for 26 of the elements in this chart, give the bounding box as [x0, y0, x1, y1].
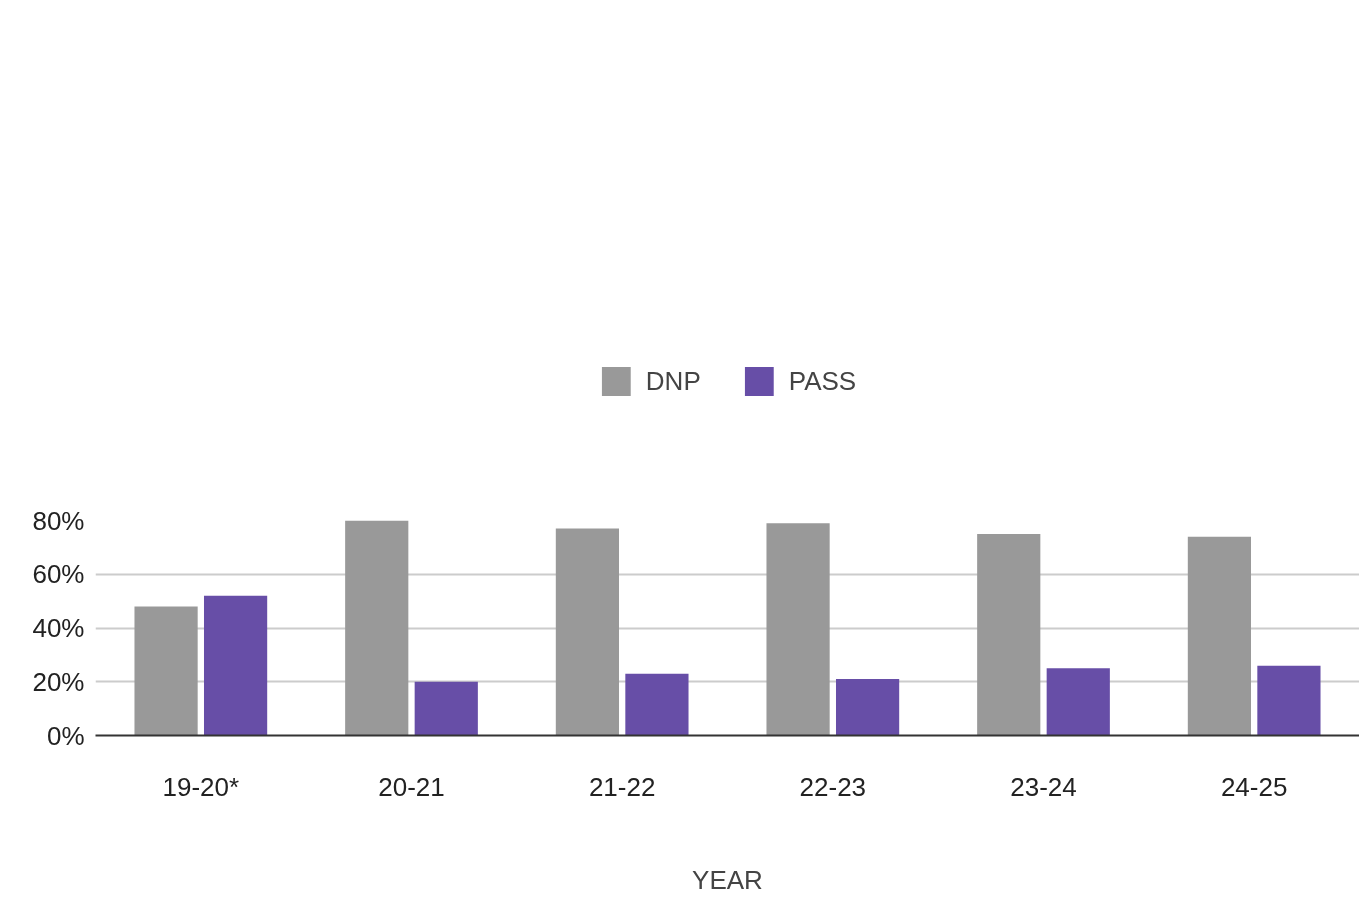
bar [134, 606, 198, 736]
x-tick-label: 23-24 [1010, 771, 1077, 802]
bar [835, 679, 900, 736]
bar [1257, 665, 1321, 736]
y-tick-label: 80% [32, 505, 85, 536]
x-tick-label: 24-25 [1220, 771, 1288, 802]
bar [414, 681, 478, 736]
x-tick-label: 22-23 [799, 771, 867, 802]
bar [345, 520, 409, 736]
x-tick-label: 19-20* [162, 771, 240, 802]
x-tick-label: 20-21 [378, 771, 445, 802]
bar [555, 528, 620, 736]
y-tick-label: 40% [32, 613, 85, 643]
y-tick-label: 0% [46, 720, 85, 751]
x-tick-label: 21-22 [588, 771, 656, 802]
bar [1046, 668, 1110, 736]
y-tick-label: 60% [32, 559, 85, 590]
bar [977, 533, 1041, 736]
legend-label: DNP [645, 365, 701, 397]
bar [203, 595, 268, 736]
y-tick-label: 20% [32, 666, 85, 697]
x-axis-title: YEAR [692, 864, 763, 895]
bar [1187, 536, 1252, 736]
bar [625, 673, 689, 736]
bar [766, 523, 830, 736]
legend-label: PASS [788, 365, 857, 397]
